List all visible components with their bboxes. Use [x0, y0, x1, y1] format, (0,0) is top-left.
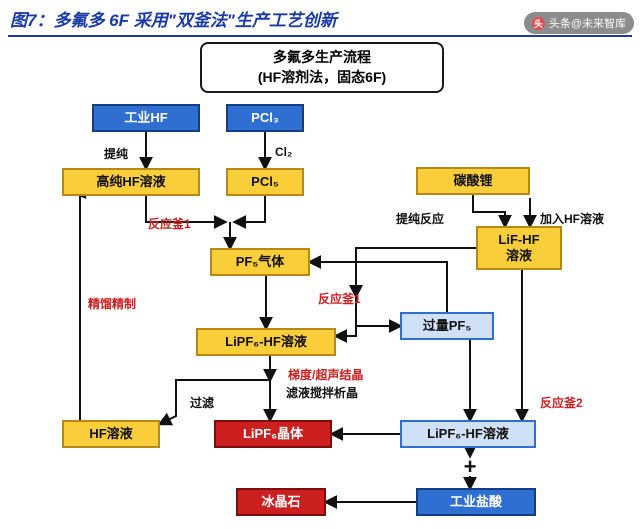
edge-e4: [235, 196, 265, 222]
watermark: 头 头条@未来智库: [524, 12, 634, 34]
node-lipf6_hf2: LiPF₆-HF溶液: [400, 420, 536, 448]
node-lipf6_hf1: LiPF₆-HF溶液: [196, 328, 336, 356]
edge-label-e12: 过滤: [190, 394, 214, 411]
page: { "type": "flowchart", "page": { "width"…: [0, 0, 640, 529]
edge-label-e8: 反应釜1: [318, 290, 361, 307]
node-hf_sol: HF溶液: [62, 420, 160, 448]
node-ind_hcl: 工业盐酸: [416, 488, 536, 516]
edge-label-e5: 反应釜1: [148, 215, 191, 232]
title-underline: [8, 35, 632, 37]
edge-label-e1: 提纯: [104, 145, 128, 162]
edge-label-e7: 提纯反应: [396, 210, 444, 227]
node-pcl5: PCl₅: [226, 168, 304, 196]
edge-label-e2: Cl₂: [275, 145, 292, 159]
node-ex_pf5: 过量PF₅: [400, 312, 494, 340]
node-ind_hf: 工业HF: [92, 104, 200, 132]
node-hp_hf: 高纯HF溶液: [62, 168, 200, 196]
process-header-box: 多氟多生产流程 (HF溶剂法，固态6F): [200, 42, 444, 93]
edge-e14: [80, 186, 84, 420]
edge-label-e17: 反应釜2: [540, 394, 583, 411]
node-li2co3: 碳酸锂: [416, 167, 530, 195]
watermark-icon: 头: [532, 17, 545, 30]
node-lif_hf: LiF-HF溶液: [476, 226, 562, 270]
node-pcl3: PCl₃: [226, 104, 304, 132]
header-line2: (HF溶剂法，固态6F): [222, 68, 422, 88]
edge-e12: [160, 380, 270, 424]
node-cryolite: 冰晶石: [236, 488, 326, 516]
node-pf5: PF₅气体: [210, 248, 310, 276]
edge-label-e11b: 滤液搅拌析晶: [286, 384, 358, 401]
edge-e8: [356, 248, 476, 296]
edge-label-e11: 梯度/超声结晶: [288, 366, 363, 383]
edge-e10b: [356, 296, 400, 326]
node-plus: +: [460, 457, 480, 477]
node-lipf6_c: LiPF₆晶体: [214, 420, 332, 448]
watermark-text: 头条@未来智库: [549, 15, 626, 31]
header-line1: 多氟多生产流程: [222, 48, 422, 68]
edge-label-e7b: 加入HF溶液: [540, 210, 604, 227]
edge-label-e14: 精馏精制: [88, 295, 136, 312]
edge-e7: [473, 195, 505, 226]
